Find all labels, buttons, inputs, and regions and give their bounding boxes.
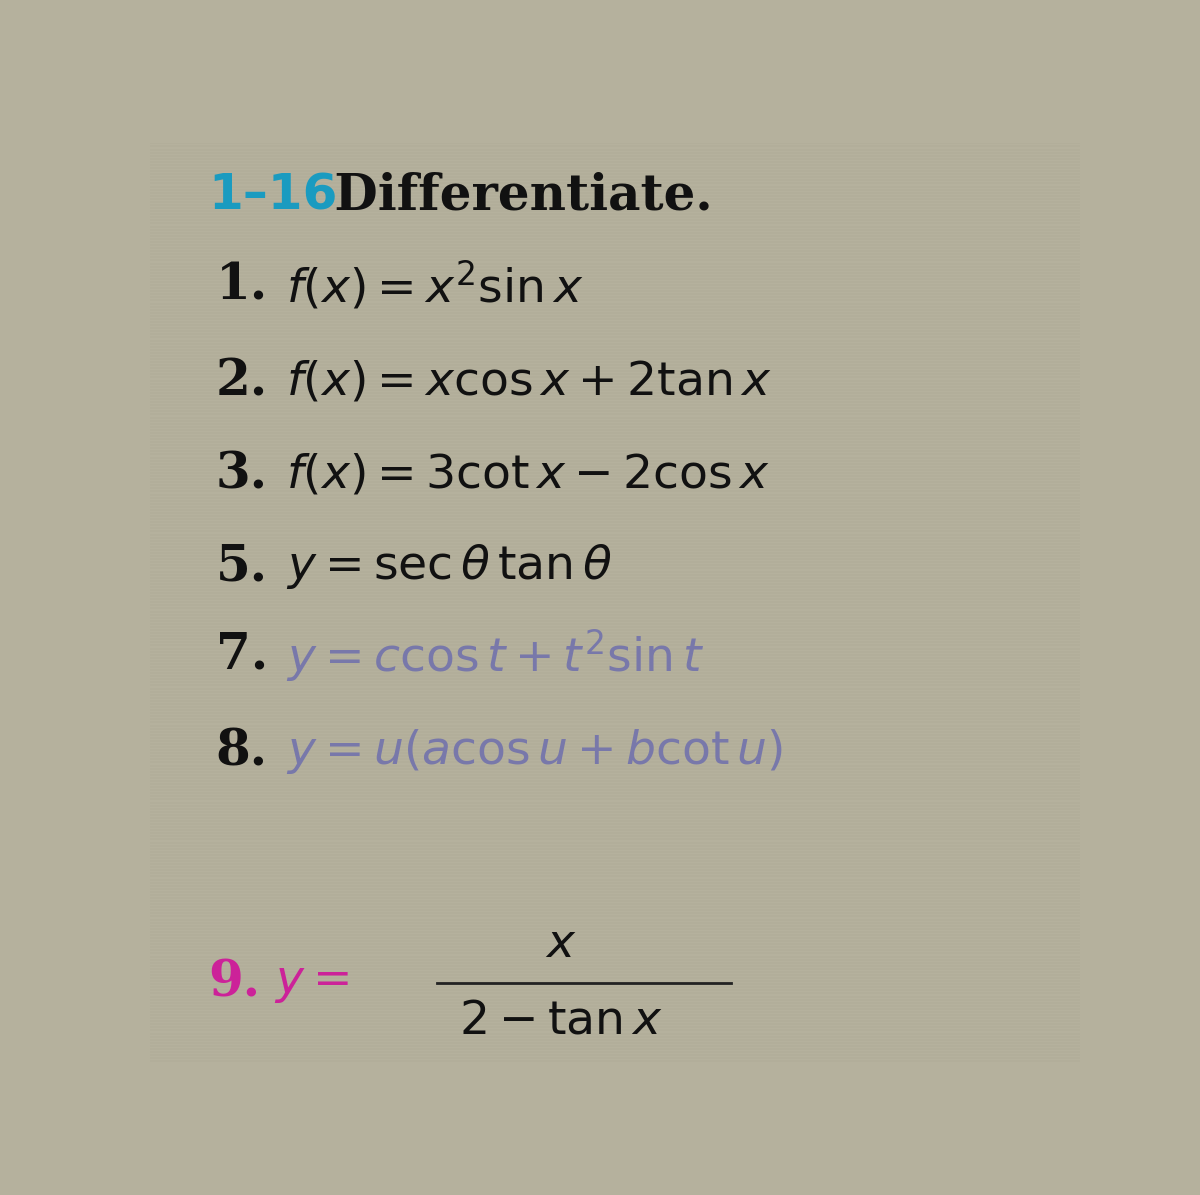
Text: $2 - \tan x$: $2 - \tan x$: [458, 999, 662, 1044]
Text: 5.: 5.: [216, 543, 268, 592]
Text: Differentiate.: Differentiate.: [317, 171, 713, 220]
Text: $f(x) = x\cos x + 2\tan x$: $f(x) = x\cos x + 2\tan x$: [286, 360, 772, 405]
Text: 1–16: 1–16: [208, 172, 337, 220]
Text: 1.: 1.: [216, 262, 268, 311]
Text: $y = \sec\theta\,\tan\theta$: $y = \sec\theta\,\tan\theta$: [286, 543, 612, 592]
Text: 8.: 8.: [216, 728, 268, 777]
Text: $y = c\cos t + t^{2}\sin t$: $y = c\cos t + t^{2}\sin t$: [286, 627, 703, 684]
Text: $f(x) = x^{2}\sin x$: $f(x) = x^{2}\sin x$: [286, 259, 583, 312]
Text: $f(x) = 3\cot x - 2\cos x$: $f(x) = 3\cot x - 2\cos x$: [286, 452, 769, 497]
Text: 9.: 9.: [208, 958, 260, 1007]
Text: $x$: $x$: [545, 921, 576, 967]
Text: 2.: 2.: [216, 357, 268, 406]
Text: $y = u(a\cos u + b\cot u)$: $y = u(a\cos u + b\cot u)$: [286, 728, 782, 777]
Text: 3.: 3.: [216, 451, 268, 500]
Text: 7.: 7.: [216, 631, 268, 680]
Text: $y =$: $y =$: [274, 960, 349, 1005]
